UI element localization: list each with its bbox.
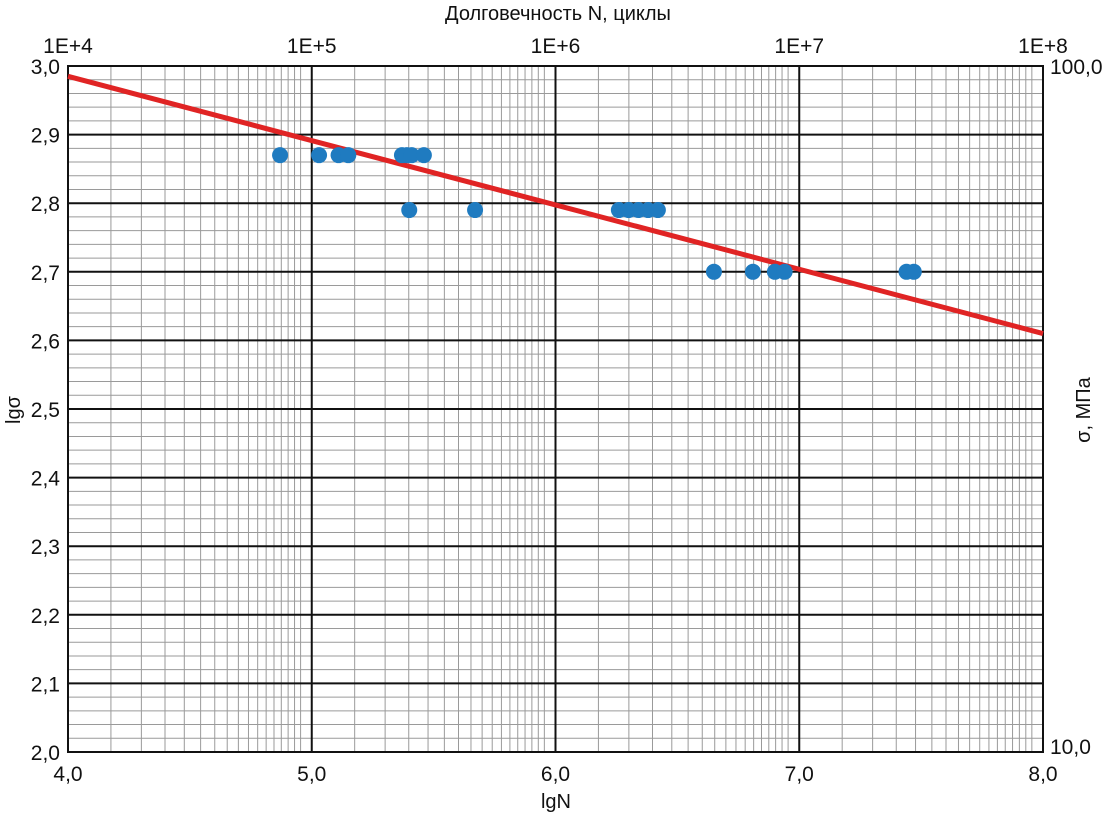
y-tick-label: 2,8 <box>31 193 60 216</box>
data-point <box>467 202 484 219</box>
major-gridlines <box>67 65 1044 753</box>
y-tick-label: 2,1 <box>31 673 60 696</box>
data-point <box>744 263 761 280</box>
plot-frame <box>67 65 1044 753</box>
y-tick-label: 2,6 <box>31 330 60 353</box>
y-tick-label: 2,9 <box>31 125 60 148</box>
data-point <box>415 147 432 164</box>
x-tick-label: 5,0 <box>297 763 326 786</box>
data-point <box>311 147 328 164</box>
x-tick-label: 8,0 <box>1028 763 1057 786</box>
y-tick-label: 2,3 <box>31 536 60 559</box>
data-point <box>272 147 289 164</box>
data-point <box>649 202 666 219</box>
y-axis-title: lgσ <box>3 395 25 424</box>
y-tick-label: 2,5 <box>31 399 60 422</box>
y-tick-label: 2,2 <box>31 605 60 628</box>
regression-line <box>67 73 1044 336</box>
top-tick-label: 1E+6 <box>531 35 581 58</box>
top-tick-label: 1E+7 <box>774 35 824 58</box>
right-axis-title: σ, МПа <box>1073 376 1095 442</box>
x-tick-label: 6,0 <box>541 763 570 786</box>
tick-labels: 4,0 5,0 6,0 7,0 8,0 1E+4 1E+5 1E+6 1E+7 1E+8 2,0 2,… <box>31 35 1103 786</box>
right-tick-label: 10,0 <box>1050 736 1091 759</box>
data-point <box>776 263 793 280</box>
y-tick-label: 2,0 <box>31 742 60 765</box>
y-tick-label: 3,0 <box>31 56 60 79</box>
top-tick-label: 1E+4 <box>43 35 93 58</box>
top-tick-label: 1E+8 <box>1018 35 1068 58</box>
top-tick-label: 1E+5 <box>287 35 337 58</box>
x-tick-label: 4,0 <box>53 763 82 786</box>
y-tick-label: 2,7 <box>31 262 60 285</box>
data-point <box>340 147 357 164</box>
data-point <box>401 202 418 219</box>
data-point <box>905 263 922 280</box>
right-tick-label: 100,0 <box>1050 56 1103 79</box>
x-tick-label: 7,0 <box>785 763 814 786</box>
x-axis-title: lgN <box>541 791 571 813</box>
series-layer <box>67 73 1044 336</box>
data-point <box>705 263 722 280</box>
y-tick-label: 2,4 <box>31 468 61 491</box>
top-axis-title: Долговечность N, циклы <box>445 3 671 25</box>
data-point <box>403 147 420 164</box>
